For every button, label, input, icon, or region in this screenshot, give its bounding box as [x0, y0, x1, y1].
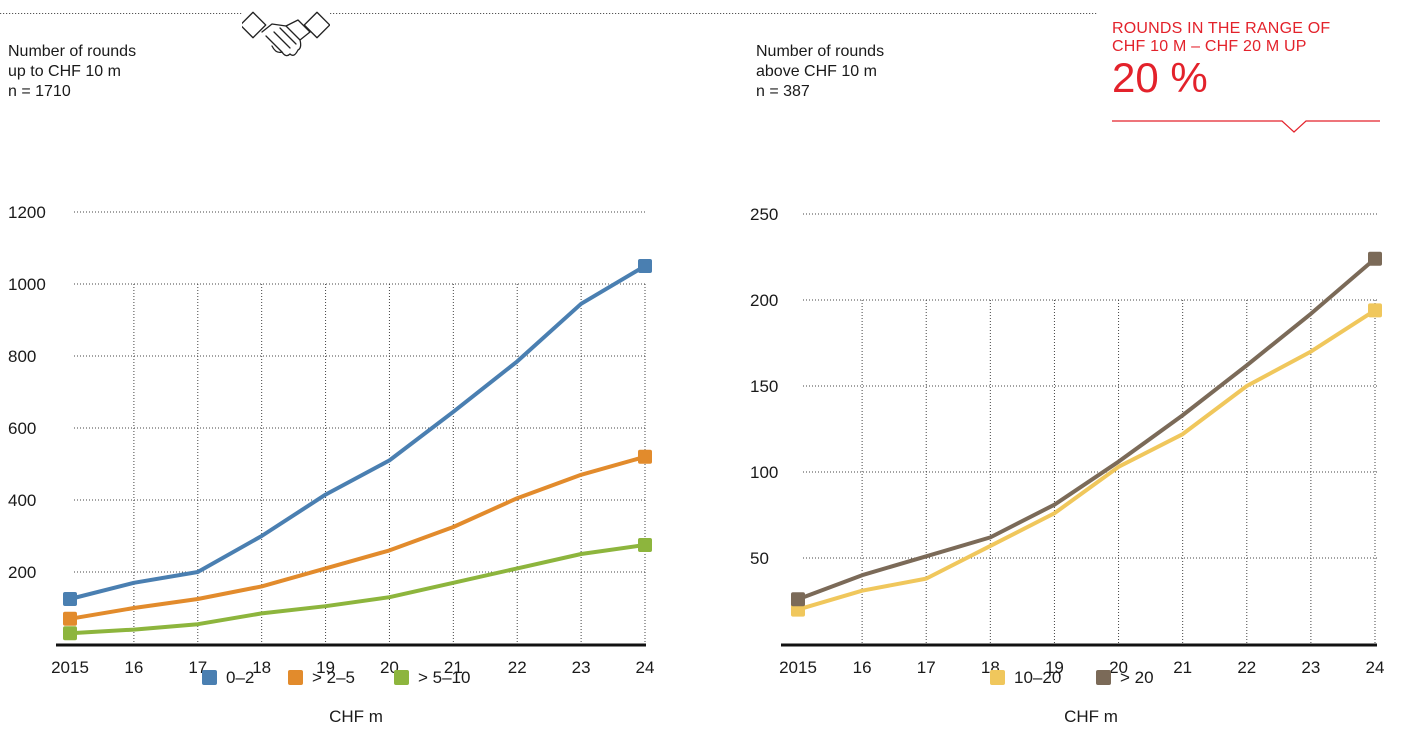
left-x-tick-label: 18: [252, 658, 271, 677]
left-series-0-marker-9: [638, 259, 652, 273]
right-y-tick-label: 250: [750, 205, 778, 224]
left-desc-line-3: n = 1710: [8, 83, 71, 100]
right-y-tick-label: 50: [750, 549, 769, 568]
left-series-line-2: [68, 543, 647, 636]
left-legend-swatch-2: [394, 670, 409, 685]
left-x-axis-label: CHF m: [329, 707, 383, 726]
right-y-tick-label: 100: [750, 463, 778, 482]
left-legend-swatch-0: [202, 670, 217, 685]
right-legend-label-1: > 20: [1120, 668, 1154, 687]
right-y-tick-label: 200: [750, 291, 778, 310]
left-chart-description: Number of rounds up to CHF 10 m n = 1710: [8, 42, 136, 102]
right-series-1-marker-9: [1368, 251, 1382, 266]
left-series-2-marker-9: [638, 538, 652, 552]
left-x-tick-label: 21: [444, 658, 463, 677]
left-y-tick-label: 600: [8, 419, 36, 438]
left-y-tick-label: 1200: [8, 203, 46, 222]
highlight-text: ROUNDS IN THE RANGE OF CHF 10 M – CHF 20…: [1112, 20, 1392, 56]
left-series-line-0: [68, 264, 647, 601]
right-x-tick-label: 23: [1301, 658, 1320, 677]
right-y-tick-label: 150: [750, 377, 778, 396]
left-legend-label-0: 0–2: [226, 668, 254, 687]
highlight-callout: ROUNDS IN THE RANGE OF CHF 10 M – CHF 20…: [1112, 20, 1392, 133]
left-x-tick-label: 24: [636, 658, 655, 677]
left-y-tick-label: 200: [8, 563, 36, 582]
right-series-0-marker-9: [1368, 303, 1382, 318]
right-series-line-0: [796, 308, 1377, 612]
left-y-tick-label: 800: [8, 347, 36, 366]
left-x-tick-label: 2015: [51, 658, 89, 677]
right-legend-swatch-1: [1096, 670, 1111, 685]
right-x-tick-label: 16: [853, 658, 872, 677]
right-x-tick-label: 20: [1109, 658, 1128, 677]
right-x-tick-label: 19: [1045, 658, 1064, 677]
left-series-2-marker-0: [63, 626, 77, 641]
left-y-tick-label: 400: [8, 491, 36, 510]
handshake-icon: [242, 11, 330, 57]
right-x-tick-label: 17: [917, 658, 936, 677]
left-desc-line-2: up to CHF 10 m: [8, 63, 121, 80]
left-legend-label-1: > 2–5: [312, 668, 355, 687]
left-legend-label-2: > 5–10: [418, 668, 470, 687]
right-legend-swatch-0: [990, 670, 1005, 685]
right-series-line-1: [796, 256, 1377, 602]
left-x-tick-label: 23: [572, 658, 591, 677]
top-dotted-rule: [0, 13, 1098, 14]
left-y-tick-label: 1000: [8, 275, 46, 294]
left-legend-swatch-1: [288, 670, 303, 685]
right-legend-label-0: 10–20: [1014, 668, 1061, 687]
right-x-axis-label: CHF m: [1064, 707, 1118, 726]
right-x-tick-label: 22: [1237, 658, 1256, 677]
left-series-line-1: [68, 454, 647, 621]
highlight-pointer-line: [1112, 120, 1380, 133]
right-series-1-marker-0: [791, 592, 805, 607]
right-x-tick-label: 24: [1366, 658, 1385, 677]
highlight-text-line-1: ROUNDS IN THE RANGE OF: [1112, 20, 1331, 37]
left-series-1-marker-9: [638, 449, 652, 464]
right-x-tick-label: 21: [1173, 658, 1192, 677]
right-x-tick-label: 2015: [779, 658, 817, 677]
right-desc-line-3: n = 387: [756, 83, 810, 100]
left-series-0-marker-0: [63, 592, 77, 606]
right-desc-line-2: above CHF 10 m: [756, 63, 877, 80]
right-desc-line-1: Number of rounds: [756, 43, 885, 60]
highlight-text-line-2: CHF 10 M – CHF 20 M UP: [1112, 38, 1307, 55]
left-desc-line-1: Number of rounds: [8, 43, 137, 60]
right-chart-description: Number of rounds above CHF 10 m n = 387: [756, 42, 884, 102]
left-x-tick-label: 19: [316, 658, 335, 677]
left-x-tick-label: 16: [124, 658, 143, 677]
left-series-1-marker-0: [63, 611, 77, 626]
highlight-value: 20 %: [1112, 54, 1208, 101]
left-x-tick-label: 22: [508, 658, 527, 677]
